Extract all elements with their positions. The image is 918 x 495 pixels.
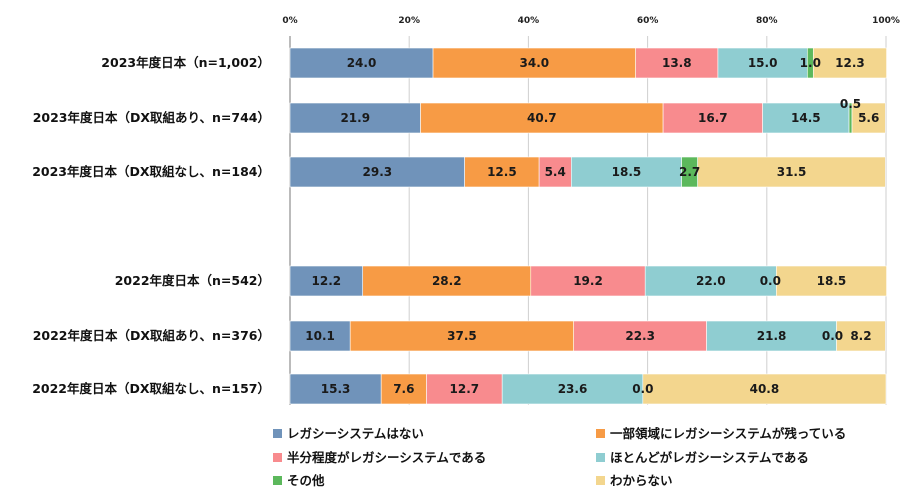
data-label: 22.0 bbox=[696, 274, 726, 288]
legend-swatch bbox=[596, 453, 605, 462]
legend-swatch bbox=[273, 476, 282, 485]
x-tick-label: 0% bbox=[282, 16, 297, 26]
legend-swatch bbox=[273, 429, 282, 438]
bar-segment bbox=[836, 320, 886, 352]
bar-segment bbox=[289, 373, 382, 405]
bar-segment bbox=[851, 102, 886, 134]
category-label: 2022年度日本（n=542） bbox=[115, 273, 270, 288]
data-label: 15.0 bbox=[748, 56, 778, 70]
x-tick-label: 100% bbox=[872, 16, 900, 26]
data-label: 0.0 bbox=[760, 274, 781, 288]
legend-label: 一部領域にレガシーシステムが残っている bbox=[610, 426, 846, 441]
data-label: 21.8 bbox=[757, 329, 787, 343]
bar-segment bbox=[812, 47, 887, 79]
data-label: 12.3 bbox=[835, 56, 865, 70]
data-label: 12.2 bbox=[312, 274, 342, 288]
data-label: 19.2 bbox=[573, 274, 603, 288]
bar-segment bbox=[501, 373, 644, 405]
bars bbox=[289, 47, 887, 405]
data-label: 14.5 bbox=[791, 111, 821, 125]
bar-segment bbox=[420, 102, 664, 134]
data-label: 15.3 bbox=[321, 382, 351, 396]
bar-segment bbox=[717, 47, 808, 79]
legend-swatch bbox=[596, 476, 605, 485]
data-label: 22.3 bbox=[625, 329, 655, 343]
bar-segment bbox=[697, 156, 886, 188]
bar-segment bbox=[362, 265, 532, 297]
data-label: 5.4 bbox=[545, 165, 566, 179]
data-label: 40.8 bbox=[750, 382, 780, 396]
bar-segment bbox=[662, 102, 763, 134]
bar-segment bbox=[289, 265, 364, 297]
bar-segment bbox=[426, 373, 503, 405]
x-axis-ticks: 0% 20% 40% 60% 80% 100% bbox=[282, 16, 900, 26]
data-label: 8.2 bbox=[850, 329, 871, 343]
data-labels: 24.0 34.0 13.8 15.0 1.0 12.3 21.9 40.7 16.7 14.5 0… bbox=[305, 56, 879, 396]
bar-segment bbox=[571, 156, 682, 188]
bar-segment bbox=[530, 265, 646, 297]
legend: レガシーシステムはない 一部領域にレガシーシステムが残っている半分程度がレガシーシ… bbox=[273, 426, 846, 488]
category-label: 2023年度日本（DX取組なし、n=184） bbox=[32, 164, 270, 179]
data-label: 23.6 bbox=[558, 382, 588, 396]
legend-swatch bbox=[596, 429, 605, 438]
legend-swatch bbox=[273, 453, 282, 462]
data-label: 10.1 bbox=[305, 329, 335, 343]
data-label: 18.5 bbox=[817, 274, 847, 288]
bar-segment bbox=[289, 320, 351, 352]
data-label: 29.3 bbox=[363, 165, 393, 179]
data-label: 0.0 bbox=[822, 329, 843, 343]
x-tick-label: 40% bbox=[518, 16, 540, 26]
bar-segment bbox=[289, 47, 434, 79]
category-label: 2023年度日本（n=1,002） bbox=[101, 55, 270, 70]
data-label: 31.5 bbox=[777, 165, 807, 179]
category-label: 2022年度日本（DX取組あり、n=376） bbox=[33, 328, 270, 343]
data-label: 12.7 bbox=[450, 382, 480, 396]
data-label: 18.5 bbox=[612, 165, 642, 179]
bar-segment bbox=[706, 320, 837, 352]
data-label: 21.9 bbox=[340, 111, 370, 125]
data-label: 7.6 bbox=[393, 382, 414, 396]
data-label: 1.0 bbox=[800, 56, 821, 70]
category-label: 2023年度日本（DX取組あり、n=744） bbox=[33, 110, 270, 125]
bar-segment bbox=[289, 102, 421, 134]
legend-label: レガシーシステムはない bbox=[287, 426, 424, 441]
bar-segment bbox=[776, 265, 887, 297]
bar-segment bbox=[644, 265, 777, 297]
data-label: 16.7 bbox=[698, 111, 728, 125]
bar-segment bbox=[642, 373, 887, 405]
x-tick-label: 80% bbox=[756, 16, 778, 26]
data-label: 0.0 bbox=[632, 382, 653, 396]
data-label: 0.5 bbox=[840, 97, 861, 111]
bar-segment bbox=[380, 373, 427, 405]
x-tick-label: 20% bbox=[398, 16, 420, 26]
data-label: 2.7 bbox=[679, 165, 700, 179]
data-label: 12.5 bbox=[487, 165, 517, 179]
data-label: 40.7 bbox=[527, 111, 557, 125]
data-label: 34.0 bbox=[520, 56, 550, 70]
bar-segment bbox=[349, 320, 574, 352]
data-label: 37.5 bbox=[447, 329, 477, 343]
data-label: 24.0 bbox=[347, 56, 377, 70]
bar-segment bbox=[573, 320, 707, 352]
x-tick-label: 60% bbox=[637, 16, 659, 26]
legend-label: その他 bbox=[287, 473, 325, 488]
category-labels: 2023年度日本（n=1,002） 2023年度日本（DX取組あり、n=744） 2… bbox=[32, 55, 270, 396]
legend-label: ほとんどがレガシーシステムである bbox=[610, 450, 809, 465]
data-label: 28.2 bbox=[432, 274, 462, 288]
data-label: 13.8 bbox=[662, 56, 692, 70]
data-label: 5.6 bbox=[858, 111, 879, 125]
bar-segment bbox=[464, 156, 540, 188]
legend-label: 半分程度がレガシーシステムである bbox=[287, 450, 486, 465]
legend-label: わからない bbox=[610, 473, 673, 488]
category-label: 2022年度日本（DX取組なし、n=157） bbox=[32, 381, 270, 396]
